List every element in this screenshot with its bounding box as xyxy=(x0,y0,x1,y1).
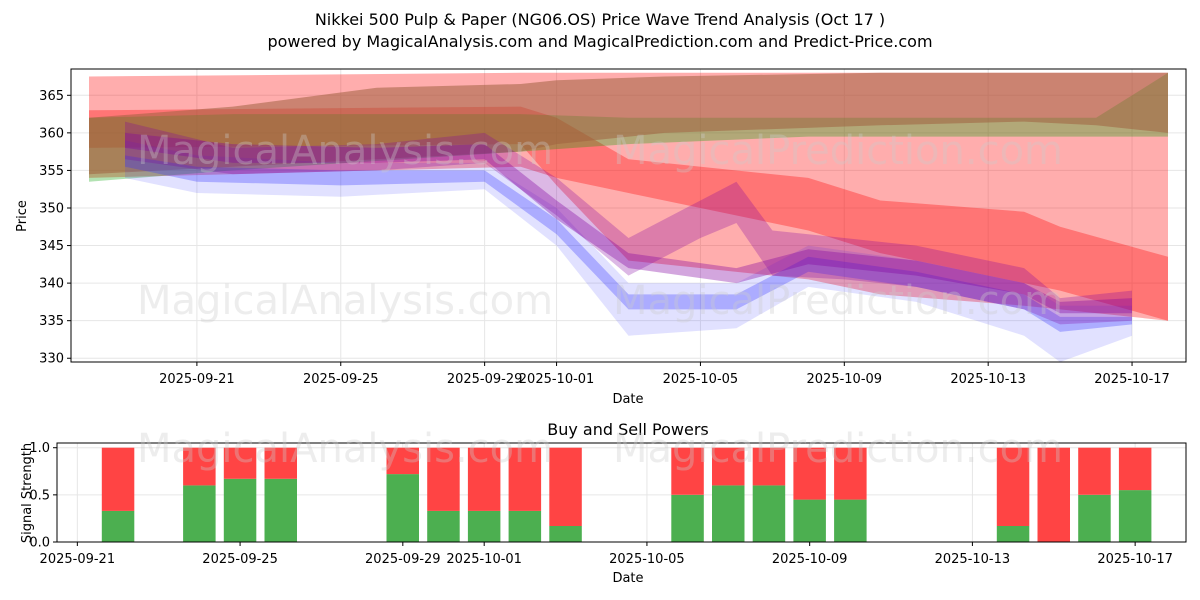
buy-power-bar xyxy=(183,485,216,542)
buy-power-bar xyxy=(264,478,297,542)
chart-subtitle: powered by MagicalAnalysis.com and Magic… xyxy=(267,32,932,51)
buy-power-bar xyxy=(223,478,257,542)
watermark-mid-left: MagicalAnalysis.com xyxy=(137,278,553,324)
watermark-top-left: MagicalAnalysis.com xyxy=(137,128,553,174)
price-band-blue-4 xyxy=(125,140,1132,362)
signal-x-tick-label: 2025-10-13 xyxy=(935,552,1011,567)
signal-panel: Buy and Sell Powers 0.0 0.5 1.0 2025-09-21… xyxy=(20,420,1187,586)
buy-power-bar xyxy=(793,499,826,542)
signal-x-tick-label: 2025-09-29 xyxy=(365,552,441,567)
price-band-brown-3 xyxy=(89,72,1168,175)
sell-power-bar xyxy=(427,447,460,511)
sell-power-bar xyxy=(183,447,216,486)
sell-power-bar xyxy=(671,447,704,495)
price-x-tick-label: 2025-09-21 xyxy=(159,372,235,387)
sell-power-bar xyxy=(101,447,135,511)
buy-power-bar xyxy=(386,474,419,542)
price-y-tick-label: 330 xyxy=(39,352,64,367)
sell-power-bar xyxy=(264,447,297,479)
price-x-axis-label: Date xyxy=(612,392,643,407)
sell-power-bar xyxy=(752,447,786,486)
buy-power-bar xyxy=(712,485,745,542)
sell-power-bar xyxy=(793,447,826,500)
signal-x-tick-label: 2025-10-09 xyxy=(772,552,848,567)
price-x-tick-label: 2025-10-01 xyxy=(519,372,595,387)
chart-title: Nikkei 500 Pulp & Paper (NG06.OS) Price … xyxy=(315,10,885,29)
buy-power-bar xyxy=(1118,490,1152,542)
price-y-tick-label: 335 xyxy=(39,314,64,329)
buy-power-bar xyxy=(752,485,786,542)
sell-power-bar xyxy=(386,447,419,475)
price-band-blue-5 xyxy=(125,155,1132,332)
price-x-tick-label: 2025-10-05 xyxy=(663,372,739,387)
sell-power-bar xyxy=(1037,447,1070,542)
buy-power-bar xyxy=(101,510,135,542)
price-bands xyxy=(89,72,1168,362)
price-x-tick-label: 2025-09-29 xyxy=(447,372,523,387)
signal-y-tick-label: 0.0 xyxy=(29,536,50,551)
buy-power-bar xyxy=(1078,494,1111,542)
buy-power-bar xyxy=(427,510,460,542)
buy-power-bar xyxy=(549,526,582,542)
signal-y-ticks: 0.0 0.5 1.0 xyxy=(29,441,57,551)
sell-power-bar xyxy=(467,447,501,511)
price-x-tick-label: 2025-10-09 xyxy=(807,372,883,387)
buy-power-bar xyxy=(467,510,501,542)
price-x-ticks: 2025-09-21 2025-09-25 2025-09-292025-10-01… xyxy=(159,362,1170,387)
price-x-tick-label: 2025-09-25 xyxy=(303,372,379,387)
price-x-tick-label: 2025-10-17 xyxy=(1094,372,1170,387)
price-y-tick-label: 365 xyxy=(39,89,64,104)
price-x-tick-label: 2025-10-13 xyxy=(950,372,1026,387)
sell-power-bar xyxy=(712,447,745,486)
buy-power-bar xyxy=(996,526,1030,542)
sell-power-bar xyxy=(834,447,867,500)
signal-y-tick-label: 1.0 xyxy=(29,441,50,456)
price-band-purple-6 xyxy=(125,121,1132,325)
signal-panel-title: Buy and Sell Powers xyxy=(547,420,709,439)
signal-x-tick-label: 2025-10-05 xyxy=(609,552,685,567)
sell-power-bar xyxy=(996,447,1030,526)
watermark-top-right: MagicalPrediction.com xyxy=(613,128,1063,174)
signal-x-tick-label: 2025-10-17 xyxy=(1097,552,1173,567)
price-band-purple-7 xyxy=(125,132,1132,314)
price-y-tick-label: 340 xyxy=(39,277,64,292)
signal-x-axis-label: Date xyxy=(612,571,643,586)
signal-bars xyxy=(101,447,1152,542)
signal-x-tick-label: 2025-09-21 xyxy=(40,552,116,567)
price-y-tick-label: 360 xyxy=(39,126,64,141)
price-y-tick-label: 345 xyxy=(39,239,64,254)
sell-power-bar xyxy=(549,447,582,526)
buy-power-bar xyxy=(671,494,704,542)
price-band-red-1 xyxy=(89,106,1168,321)
price-y-axis-label: Price xyxy=(15,200,30,232)
price-y-ticks: 330 335 340 345 350 355 360 365 xyxy=(39,89,71,367)
signal-x-tick-label: 2025-10-01 xyxy=(446,552,522,567)
watermark-mid-right: MagicalPrediction.com xyxy=(613,278,1063,324)
signal-x-ticks: 2025-09-21 2025-09-25 2025-09-29 2025-10-01… xyxy=(40,542,1173,567)
sell-power-bar xyxy=(508,447,542,511)
sell-power-bar xyxy=(1078,447,1111,495)
signal-x-tick-label: 2025-09-25 xyxy=(202,552,278,567)
price-y-tick-label: 355 xyxy=(39,164,64,179)
buy-power-bar xyxy=(508,510,542,542)
sell-power-bar xyxy=(1118,447,1152,491)
signal-y-axis-label: Signal Strength xyxy=(20,443,35,543)
watermark-bottom-left: MagicalAnalysis.com xyxy=(137,426,553,472)
signal-plot-frame xyxy=(56,442,1187,543)
watermark-bottom-right: MagicalPrediction.com xyxy=(613,426,1063,472)
signal-y-tick-label: 0.5 xyxy=(29,488,50,503)
sell-power-bar xyxy=(223,447,257,479)
price-plot-frame xyxy=(70,68,1187,363)
price-y-tick-label: 350 xyxy=(39,201,64,216)
buy-power-bar xyxy=(834,499,867,542)
